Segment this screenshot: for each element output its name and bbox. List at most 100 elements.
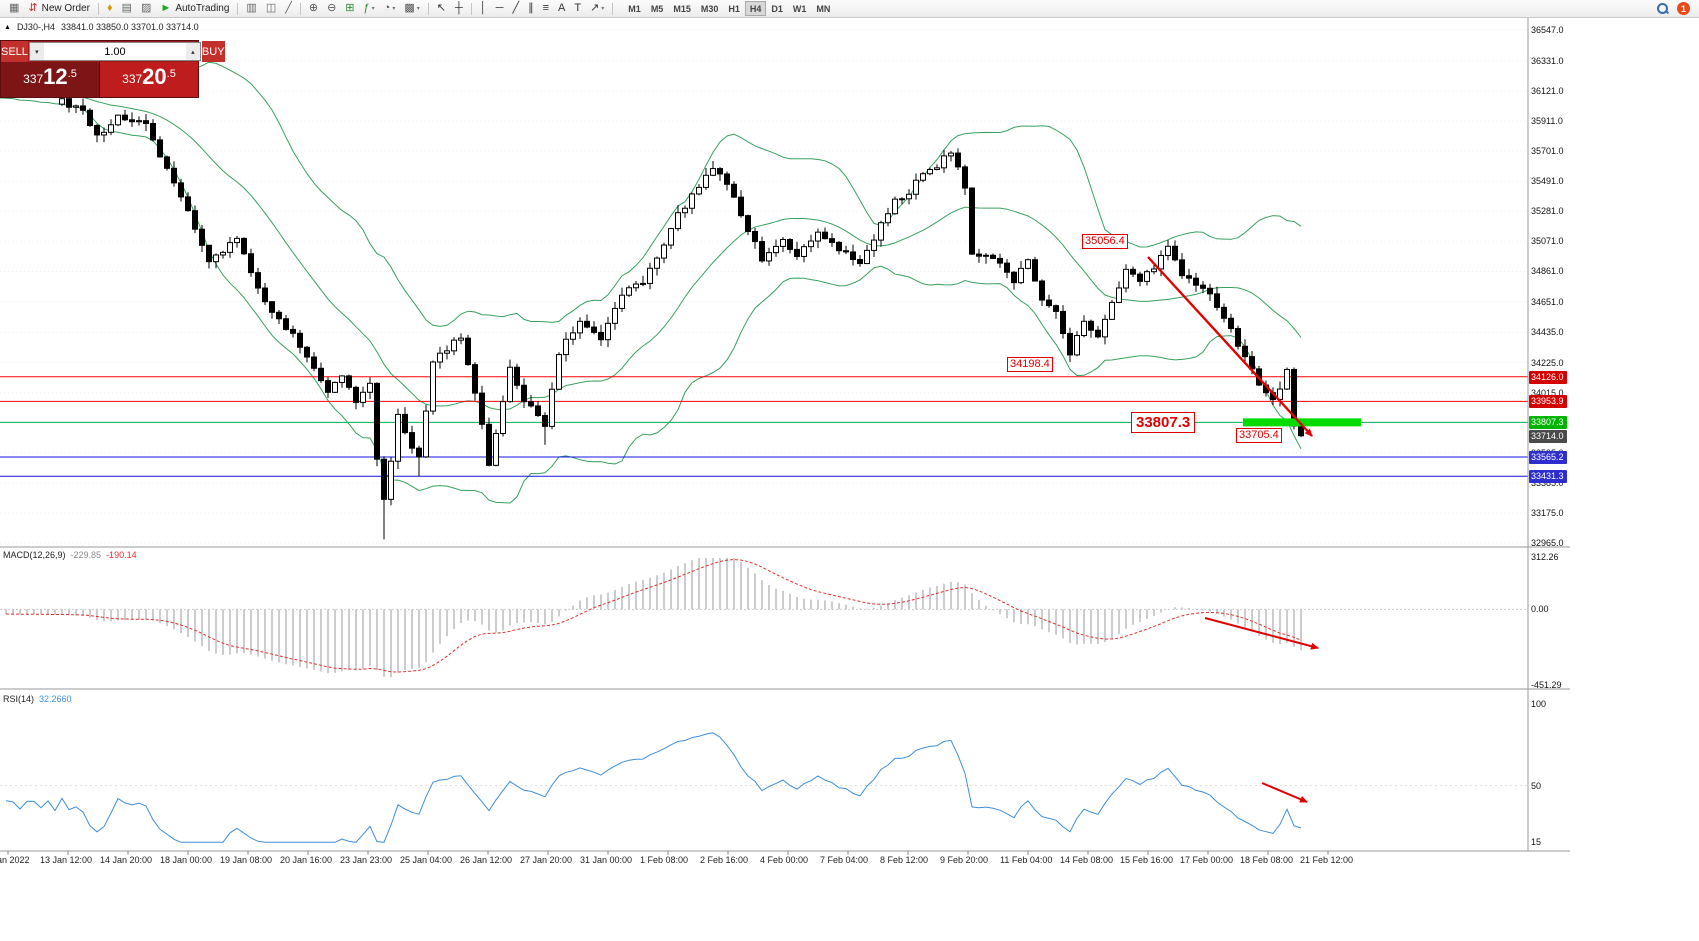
zoom-in-icon[interactable]: ⊕ — [305, 1, 322, 17]
chart-ohlc-values: 33841.0 33850.0 33701.0 33714.0 — [60, 22, 199, 32]
toolbar: ▦ ⇵ New Order ♦ ▤ ▨ ► AutoTrading ▥ ◫ ╱ ⊕ ⊖ ⊞ ƒ ▾ ◔ ▾ ▩ ▾ ↖ ┼… — [0, 0, 1699, 18]
new-order-icon: ⇵ — [28, 2, 38, 14]
buy-price-display[interactable]: 337 20 .5 — [100, 62, 198, 97]
timeframe-m30[interactable]: M30 — [700, 3, 719, 14]
price-axis-marker: 34126.0 — [1529, 370, 1567, 384]
zoom-out-icon[interactable]: ⊖ — [323, 1, 340, 17]
periods-icon[interactable]: ◔ ▾ — [380, 1, 400, 17]
timeframe-d1[interactable]: D1 — [771, 3, 783, 14]
time-axis-label: 14 Jan 20:00 — [100, 855, 153, 865]
time-axis-label: 7 Feb 04:00 — [820, 855, 869, 865]
rsi-axis-label: 50 — [1531, 780, 1542, 791]
candlestick-chart-icon: ◫ — [265, 2, 277, 14]
toolbar-separator — [97, 2, 99, 15]
time-axis-label: 23 Jan 23:00 — [340, 855, 393, 865]
templates-icon[interactable]: ▩ ▾ — [400, 1, 423, 17]
text-label-icon[interactable]: T — [570, 1, 585, 17]
horizontal-line-icon[interactable]: ─ — [492, 1, 508, 17]
zoom-out-icon: ⊖ — [327, 2, 337, 14]
time-axis-label: 13 Jan 12:00 — [40, 855, 93, 865]
tile-windows-icon[interactable]: ⊞ — [341, 1, 358, 17]
new-chart-icon[interactable]: ▦ — [5, 1, 23, 17]
price-annotation: 34198.4 — [1007, 357, 1053, 372]
price-annotation: 35056.4 — [1082, 234, 1128, 249]
macd-panel — [0, 558, 1528, 678]
volume-decrease-button[interactable]: ▾ — [29, 43, 44, 60]
trend-arrow-rsi[interactable] — [1261, 782, 1308, 803]
market-watch-icon[interactable]: ▤ — [118, 1, 136, 17]
crosshair-icon[interactable]: ┼ — [451, 1, 467, 17]
timeframe-w1[interactable]: W1 — [792, 3, 807, 14]
market-watch-icon: ▤ — [121, 2, 133, 14]
chevron-down-icon: ▾ — [601, 6, 605, 12]
tile-windows-icon: ⊞ — [345, 2, 355, 14]
cursor-icon[interactable]: ↖ — [433, 1, 450, 17]
search-icon[interactable] — [1656, 2, 1669, 15]
autotrading-button[interactable]: ► AutoTrading — [156, 1, 233, 17]
time-axis-label: 31 Jan 00:00 — [580, 855, 633, 865]
price-chart[interactable] — [0, 18, 1570, 870]
price-axis-marker: 33953.9 — [1529, 395, 1567, 409]
sell-button[interactable]: SELL — [1, 41, 28, 62]
timeframe-m15[interactable]: M15 — [673, 3, 691, 14]
toolbar-separator — [237, 2, 239, 15]
text-icon[interactable]: A — [554, 1, 569, 17]
volume-control: ▾ ▴ — [28, 42, 201, 61]
sell-price-fraction: .5 — [67, 68, 77, 80]
price-axis-label: 34651.0 — [1531, 296, 1564, 307]
zoom-in-icon: ⊕ — [308, 2, 319, 14]
toolbar-separator — [470, 2, 472, 15]
crosshair-icon: ┼ — [454, 2, 463, 14]
bollinger-lower-band — [0, 97, 1302, 504]
text-label-icon: T — [574, 2, 582, 14]
line-chart-icon[interactable]: ╱ — [281, 1, 296, 17]
time-axis-ticks — [7, 851, 1329, 855]
trend-arrow-macd[interactable] — [1204, 617, 1319, 650]
metaeditor-icon[interactable]: ♦ — [103, 1, 117, 17]
rsi-panel — [0, 732, 1528, 843]
trend-arrow-main[interactable] — [1147, 256, 1313, 437]
timeframe-m5[interactable]: M5 — [650, 3, 664, 14]
volume-increase-button[interactable]: ▴ — [185, 43, 200, 60]
rsi-axis-label: 100 — [1531, 698, 1547, 709]
bollinger-upper-band — [0, 61, 1302, 327]
volume-input[interactable] — [43, 43, 186, 60]
toolbar-separator — [299, 2, 301, 15]
indicators-icon[interactable]: ƒ ▾ — [360, 1, 379, 17]
chevron-down-icon: ▾ — [416, 6, 420, 12]
equidistant-channel-icon[interactable]: ∥ — [524, 1, 538, 17]
timeframe-h4[interactable]: H4 — [744, 1, 767, 16]
arrows-icon[interactable]: ↗ ▾ — [586, 1, 608, 17]
price-axis-label: 35491.0 — [1531, 176, 1564, 187]
timeframe-mn[interactable]: MN — [816, 3, 831, 14]
time-axis-label: 19 Jan 08:00 — [220, 855, 273, 865]
vertical-line-icon: │ — [479, 2, 487, 14]
price-axis-marker: 33565.2 — [1529, 451, 1567, 465]
notification-badge[interactable]: 1 — [1677, 2, 1690, 15]
bar-chart-icon[interactable]: ▥ — [242, 1, 260, 17]
buy-button[interactable]: BUY — [201, 41, 225, 62]
timeframe-h1[interactable]: H1 — [728, 3, 740, 14]
price-axis-label: 36331.0 — [1531, 55, 1564, 66]
navigator-icon[interactable]: ▨ — [137, 1, 155, 17]
new-order-button-label: New Order — [41, 3, 90, 14]
macd-main-value: -229.85 — [70, 550, 102, 560]
vertical-line-icon[interactable]: │ — [476, 1, 491, 17]
timeframe-m1[interactable]: M1 — [628, 3, 641, 14]
fibonacci-icon[interactable]: ≡ — [539, 1, 553, 17]
time-axis-label: 8 Feb 12:00 — [880, 855, 929, 865]
toolbar-separator — [427, 2, 429, 15]
horizontal-line-icon: ─ — [495, 2, 504, 14]
price-axis-label: 35071.0 — [1531, 236, 1564, 247]
new-order-button[interactable]: ⇵ New Order — [24, 1, 94, 17]
time-axis-label: 21 Feb 12:00 — [1300, 855, 1354, 865]
rsi-value: 32.2660 — [39, 694, 72, 704]
timeframe-buttons: M1 M5 M15 M30 H1 H4 D1 W1 MN — [623, 1, 835, 16]
trendline-icon[interactable]: ╱ — [508, 1, 523, 17]
rsi-indicator-title: RSI(14) 32.2660 — [3, 694, 72, 704]
trend-arrows — [1147, 256, 1319, 803]
text-icon: A — [557, 2, 566, 14]
candlestick-chart-icon[interactable]: ◫ — [262, 1, 280, 17]
sell-price-display[interactable]: 337 12 .5 — [1, 62, 99, 97]
chevron-down-icon: ▾ — [371, 6, 375, 12]
